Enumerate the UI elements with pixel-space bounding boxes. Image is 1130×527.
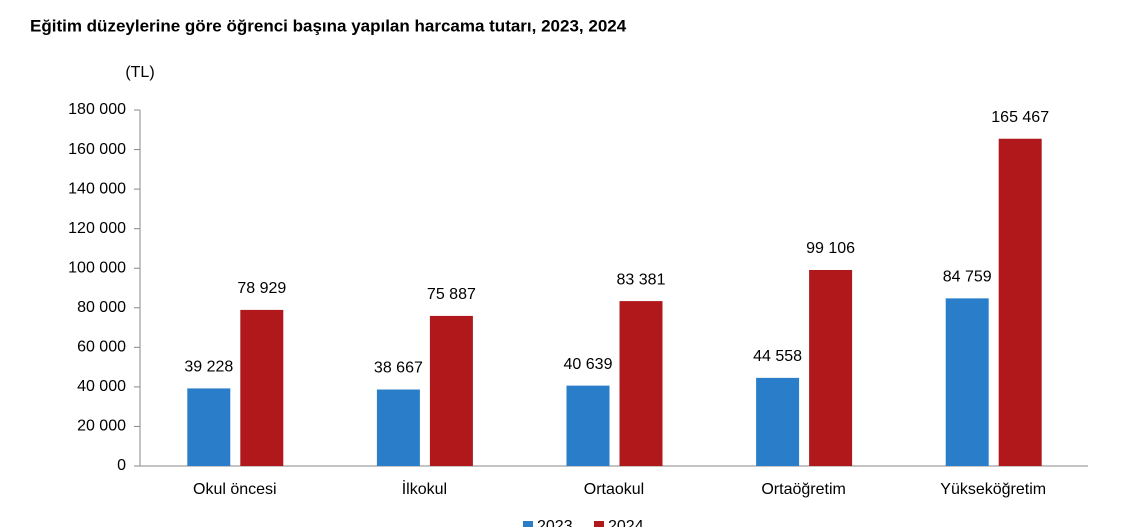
y-tick-label: 120 000 xyxy=(68,220,126,237)
value-label: 83 381 xyxy=(617,271,666,288)
x-tick-label: Ortaöğretim xyxy=(761,481,845,498)
bar xyxy=(240,309,284,466)
value-label: 38 667 xyxy=(374,360,423,377)
legend-label: 2024 xyxy=(608,518,644,527)
y-tick-label: 80 000 xyxy=(77,299,126,316)
bar xyxy=(429,315,473,466)
y-tick-label: 160 000 xyxy=(68,141,126,158)
bar xyxy=(809,269,853,466)
legend-swatch xyxy=(523,521,533,527)
value-label: 75 887 xyxy=(427,286,476,303)
y-tick-label: 20 000 xyxy=(77,418,126,435)
bar xyxy=(566,385,610,466)
value-label: 40 639 xyxy=(564,356,613,373)
x-tick-label: İlkokul xyxy=(402,479,447,498)
y-axis-unit: (TL) xyxy=(125,64,154,81)
y-tick-label: 140 000 xyxy=(68,180,126,197)
bar xyxy=(619,301,663,466)
bar xyxy=(756,377,800,466)
y-tick-label: 0 xyxy=(117,457,126,474)
value-label: 78 929 xyxy=(237,280,286,297)
bar xyxy=(187,388,231,466)
y-tick-label: 180 000 xyxy=(68,101,126,118)
chart-title: Eğitim düzeylerine göre öğrenci başına y… xyxy=(30,16,627,35)
value-label: 39 228 xyxy=(184,359,233,376)
x-tick-label: Yükseköğretim xyxy=(940,481,1046,498)
value-label: 99 106 xyxy=(806,240,855,257)
bar xyxy=(376,389,420,466)
value-label: 84 759 xyxy=(943,269,992,286)
y-tick-label: 100 000 xyxy=(68,259,126,276)
x-tick-label: Ortaokul xyxy=(584,481,644,498)
value-label: 44 558 xyxy=(753,348,802,365)
legend-swatch xyxy=(594,521,604,527)
bar xyxy=(998,138,1042,466)
bar xyxy=(945,298,989,466)
x-tick-label: Okul öncesi xyxy=(193,481,277,498)
legend-label: 2023 xyxy=(537,518,573,527)
y-tick-label: 60 000 xyxy=(77,339,126,356)
y-tick-label: 40 000 xyxy=(77,378,126,395)
value-label: 165 467 xyxy=(991,109,1049,126)
